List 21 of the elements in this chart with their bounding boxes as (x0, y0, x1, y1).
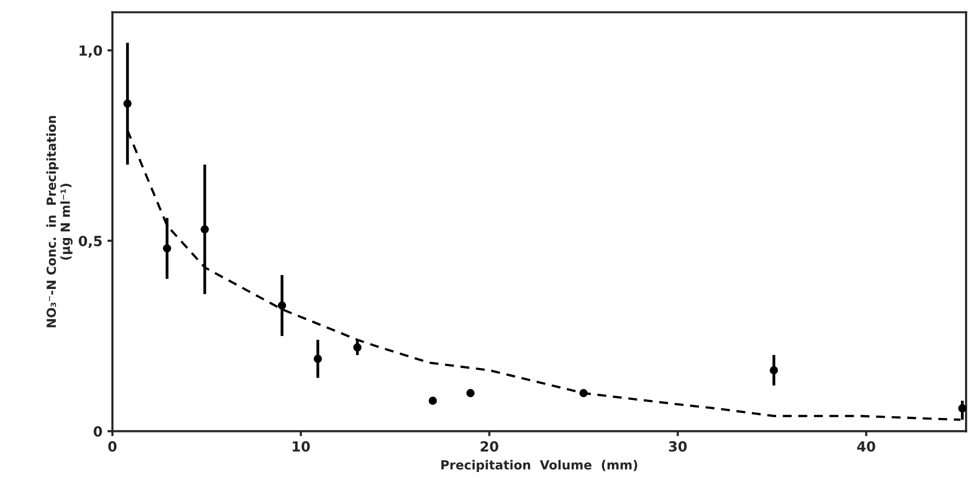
y-axis-title: NO₃⁻-N Conc. in Precipitation (µg N ml⁻¹) (46, 116, 73, 328)
point (123, 100, 132, 108)
x-tick-label: 0 (108, 441, 117, 452)
point (579, 389, 588, 398)
y-tick-label: 0,5 (78, 236, 102, 248)
point (314, 354, 322, 363)
point (353, 343, 362, 352)
point (770, 366, 778, 374)
y-tick-label: 0 (94, 426, 102, 437)
x-axis-title: Precipitation Volume (mm) (441, 460, 638, 472)
x-tick-label: 30 (669, 441, 687, 452)
point (428, 396, 437, 405)
x-tick-label: 40 (857, 441, 876, 452)
x-tick-label: 20 (480, 441, 498, 452)
point (200, 225, 209, 234)
point (958, 404, 966, 412)
x-tick-label: 10 (292, 441, 310, 452)
point (278, 301, 286, 310)
y-tick-label: 1,0 (80, 45, 102, 58)
point (466, 389, 475, 398)
point (162, 244, 172, 252)
